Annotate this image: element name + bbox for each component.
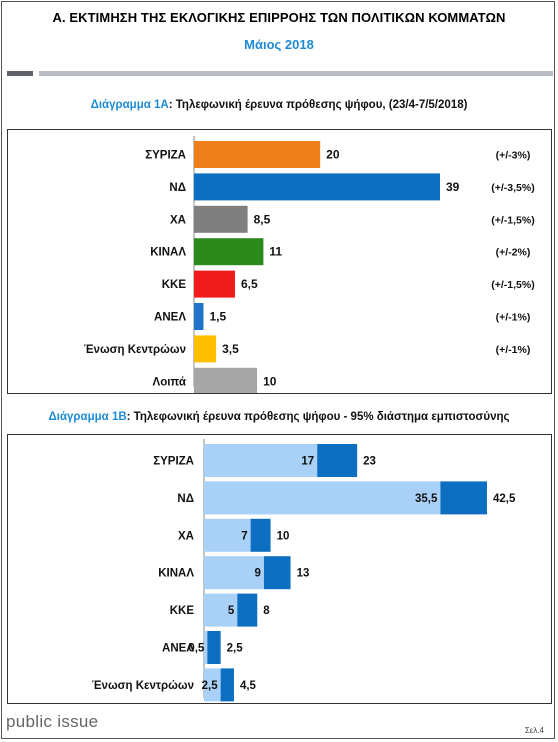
header-rule-light: [39, 71, 553, 76]
chart-1a-bar: [194, 205, 248, 233]
footer-page-number: Σελ.4: [524, 726, 544, 735]
chart-1b-lower-label: 9: [255, 568, 261, 580]
chart-1b-range-bar: [207, 631, 221, 664]
chart-1a: ΣΥΡΙΖΑ 20 (+/-3%) ΝΔ 39 (+/-3,5%) ΧΑ 8,5 (+/-1,5…: [7, 129, 552, 395]
chart-1b-lower-label: 35,5: [415, 493, 438, 505]
chart-1b-lower-label: 2,5: [202, 680, 219, 692]
chart-1b-upper-label: 23: [363, 456, 376, 468]
chart-1a-category-label: ΧΑ: [170, 214, 186, 226]
chart-1a-margin-label: (+/-1,5%): [491, 214, 534, 226]
chart-1a-bar: [194, 335, 217, 363]
chart-1b-range-bar: [440, 481, 487, 515]
chart-1b-category-label: ΚΚΕ: [170, 605, 195, 617]
chart-1b-category-label: ΑΝΕΛ: [162, 643, 194, 655]
chart-1a-value-label: 6,5: [241, 277, 258, 291]
chart-1a-category-label: Λοιπά: [153, 376, 186, 388]
chart-1a-margin-label: (+/-1%): [496, 312, 531, 324]
chart-1a-category-label: Ένωση Κεντρώων: [84, 344, 186, 356]
chart-1b-lower-label: 0,5: [188, 643, 205, 655]
header-rule-dark: [7, 71, 33, 76]
chart-1b-upper-label: 2,5: [227, 643, 244, 655]
chart-1b-caption: : Τηλεφωνική έρευνα πρόθεσης ψήφου - 95%…: [126, 411, 510, 423]
chart-1b-lower-label: 17: [301, 456, 314, 468]
chart-1b-lower-bar: [204, 668, 221, 702]
chart-1a-heading: Διάγραμμα 1Α: Τηλεφωνική έρευνα πρόθεσης…: [0, 99, 558, 111]
chart-1a-value-label: 11: [269, 245, 282, 259]
chart-1b-lower-label: 7: [241, 530, 247, 542]
chart-1a-margin-label: (+/-3,5%): [491, 182, 534, 194]
chart-1b-upper-label: 10: [277, 530, 290, 542]
chart-1a-bar: [194, 141, 321, 168]
chart-1b-range-bar: [237, 593, 258, 627]
chart-1a-margin-label: (+/-1%): [496, 344, 531, 356]
chart-1b-category-label: ΚΙΝΑΛ: [158, 568, 194, 580]
chart-1a-caption: : Τηλεφωνική έρευνα πρόθεσης ψήφου, (23/…: [168, 99, 468, 111]
chart-1b-range-bar: [250, 518, 271, 552]
chart-1a-category-label: ΝΔ: [169, 182, 186, 194]
chart-1b: ΣΥΡΙΖΑ 17 23 ΝΔ 35,5 42,5 ΧΑ 7 10 ΚΙΝΑΛ 9 13 ΚΚΕ 5 8 ΑΝ…: [7, 434, 552, 704]
chart-1a-value-label: 20: [326, 148, 340, 162]
chart-1a-value-label: 8,5: [254, 212, 271, 226]
chart-1a-category-label: ΚΙΝΑΛ: [150, 247, 186, 259]
chart-1b-category-label: ΧΑ: [178, 530, 194, 542]
chart-1a-value-label: 39: [446, 180, 460, 194]
chart-1b-lower-bar: [204, 518, 251, 552]
chart-1b-lower-bar: [204, 631, 208, 664]
chart-1a-value-label: 10: [263, 374, 277, 388]
chart-1a-value-label: 1,5: [209, 310, 226, 324]
chart-1a-category-label: ΑΝΕΛ: [154, 312, 186, 324]
chart-1b-lower-bar: [204, 444, 318, 477]
chart-1b-category-label: ΣΥΡΙΖΑ: [153, 456, 194, 468]
chart-1a-bar: [194, 303, 204, 330]
chart-1a-bar: [194, 173, 440, 201]
chart-1b-range-bar: [220, 668, 234, 702]
page-title: Α. ΕΚΤΙΜΗΣΗ ΤΗΣ ΕΚΛΟΓΙΚΗΣ ΕΠΙΡΡΟΗΣ ΤΩΝ Π…: [52, 10, 506, 25]
chart-1b-category-label: ΝΔ: [177, 493, 194, 505]
chart-1a-label: Διάγραμμα 1Α: [90, 99, 169, 111]
chart-1a-category-label: ΚΚΕ: [162, 279, 187, 291]
chart-1a-margin-label: (+/-2%): [496, 247, 531, 259]
chart-1a-category-label: ΣΥΡΙΖΑ: [145, 150, 186, 162]
chart-1b-lower-bar: [204, 556, 264, 590]
chart-1a-bar: [194, 238, 264, 266]
chart-1b-category-label: Ένωση Κεντρώων: [92, 680, 194, 692]
chart-1b-range-bar: [317, 444, 358, 477]
chart-1b-svg: ΣΥΡΙΖΑ 17 23 ΝΔ 35,5 42,5 ΧΑ 7 10 ΚΙΝΑΛ 9 13 ΚΚΕ 5 8 ΑΝ…: [92, 439, 516, 702]
footer-brand-logo: public issue: [6, 712, 99, 731]
chart-1b-upper-label: 42,5: [493, 493, 516, 505]
chart-1b-upper-label: 4,5: [240, 680, 257, 692]
chart-1a-margin-label: (+/-1,5%): [491, 279, 534, 291]
chart-1b-upper-label: 8: [263, 605, 270, 617]
chart-1b-label: Διάγραμμα 1Β: [48, 411, 127, 423]
chart-1a-bar: [194, 270, 235, 298]
chart-1a-value-label: 3,5: [222, 342, 239, 356]
chart-1a-margin-label: (+/-3%): [496, 150, 531, 162]
chart-1b-heading: Διάγραμμα 1Β: Τηλεφωνική έρευνα πρόθεσης…: [0, 411, 558, 423]
chart-1a-bar: [194, 367, 258, 395]
chart-1b-lower-bar: [204, 593, 238, 627]
chart-1b-upper-label: 13: [297, 568, 310, 580]
chart-1b-lower-bar: [204, 481, 441, 515]
page-subtitle: Μάιος 2018: [244, 37, 314, 52]
chart-1a-svg: ΣΥΡΙΖΑ 20 (+/-3%) ΝΔ 39 (+/-3,5%) ΧΑ 8,5 (+/-1,5…: [84, 136, 535, 395]
chart-1b-lower-label: 5: [228, 605, 235, 617]
chart-1b-range-bar: [263, 556, 291, 590]
